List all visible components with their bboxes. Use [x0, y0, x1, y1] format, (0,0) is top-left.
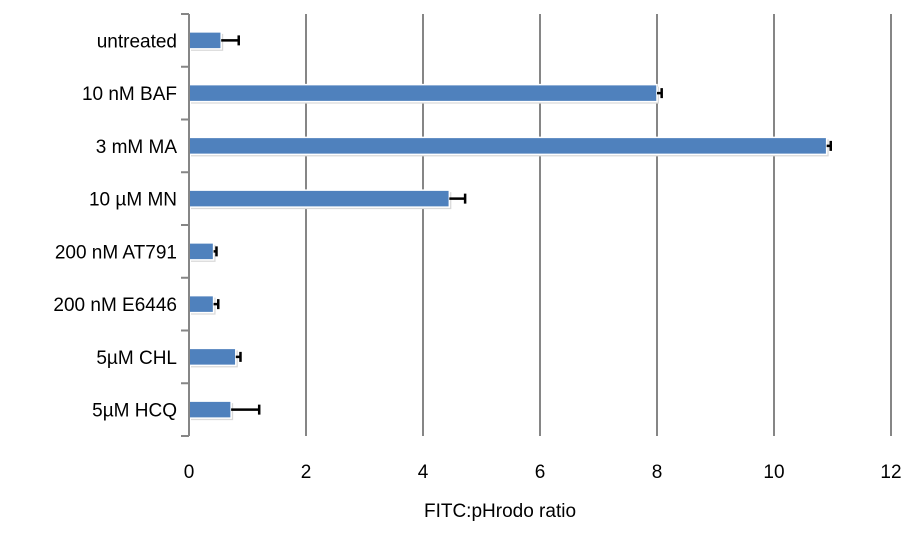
x-tick-label: 4 [418, 462, 429, 483]
category-label: 200 nM E6446 [53, 295, 177, 316]
bar-6 [188, 347, 237, 367]
bars [188, 31, 829, 421]
x-tick-label: 8 [652, 462, 663, 483]
bar-2 [188, 136, 828, 156]
category-label: 3 mM MA [96, 137, 178, 158]
category-label: 10 µM MN [89, 190, 177, 211]
bar-0 [188, 31, 222, 50]
x-tick-label: 10 [763, 462, 784, 483]
category-label: 5µM CHL [96, 348, 177, 369]
category-label: 5µM HCQ [92, 401, 177, 422]
bar-5 [188, 294, 215, 314]
category-label: 10 nM BAF [82, 84, 177, 105]
gridlines [305, 14, 892, 436]
category-label: untreated [97, 31, 177, 52]
x-tick-label: 12 [880, 462, 901, 483]
bar-4 [188, 242, 215, 261]
category-label: 200 nM AT791 [55, 242, 177, 263]
x-tick-label: 0 [184, 462, 195, 483]
bar-7 [188, 400, 232, 419]
error-bars [213, 35, 832, 415]
x-tick-label: 2 [301, 462, 312, 483]
bar-1 [188, 83, 658, 103]
labels: 0 2 4 6 8 10 12 untreated 10 nM BAF 3 mM MA 10 µM … [53, 31, 901, 483]
x-tick-label: 6 [535, 462, 546, 483]
x-axis-title: FITC:pHrodo ratio [424, 501, 576, 522]
axes [181, 13, 190, 437]
bar-3 [188, 189, 451, 208]
